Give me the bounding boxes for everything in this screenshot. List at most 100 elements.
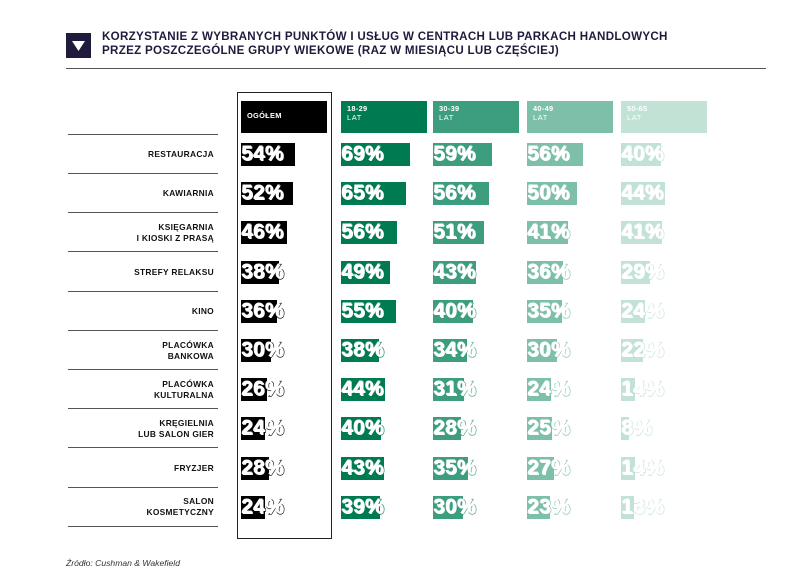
value-label: 26% [241, 378, 285, 402]
row-label-line: KAWIARNIA [162, 188, 214, 199]
value-label: 40% [433, 299, 477, 323]
row-label: KRĘGIELNIA LUB SALON GIER [68, 418, 214, 440]
row-label: RESTAURACJA [68, 149, 214, 160]
value-label: 39% [341, 495, 385, 519]
value-label: 23% [527, 495, 571, 519]
value-bar [621, 182, 665, 206]
value-label: 24% [241, 417, 285, 441]
chart-header: KORZYSTANIE Z WYBRANYCH PUNKTÓW I USŁUG … [66, 28, 766, 69]
chart-title-line1: KORZYSTANIE Z WYBRANYCH PUNKTÓW I USŁUG … [102, 30, 668, 43]
row-separator [68, 251, 218, 253]
row-separator [68, 212, 218, 214]
row-label: STREFY RELAKSU [68, 267, 214, 278]
value-label: 56% [527, 142, 571, 166]
column-header-label: OGÓŁEM [247, 111, 282, 120]
value-label: 31% [433, 378, 477, 402]
value-label: 55% [341, 299, 385, 323]
value-label: 35% [433, 456, 477, 480]
value-label: 30% [527, 338, 571, 362]
value-bar [527, 417, 552, 441]
chart-title: KORZYSTANIE Z WYBRANYCH PUNKTÓW I USŁUG … [102, 30, 668, 58]
row-label-line: PLACÓWKA [162, 378, 214, 389]
row-label: KAWIARNIA [68, 188, 214, 199]
value-bar [241, 221, 287, 245]
value-bar [433, 182, 489, 206]
value-label: 44% [341, 378, 385, 402]
row-separator [68, 486, 218, 488]
value-label: 51% [433, 221, 477, 245]
value-bar [241, 260, 279, 284]
value-bar [241, 417, 265, 441]
value-label: 34% [433, 338, 477, 362]
value-bar [433, 143, 492, 166]
value-bar [241, 456, 269, 480]
row-label-line: KULTURALNA [153, 389, 214, 400]
value-bar [621, 299, 645, 323]
column-header-total: OGÓŁEM [241, 101, 327, 133]
column-header-label: 50-65 [627, 104, 648, 113]
column-header-sublabel: LAT [533, 112, 548, 122]
value-label: 35% [527, 299, 571, 323]
row-label: PLACÓWKA BANKOWA [68, 340, 214, 362]
value-label: 14% [621, 378, 665, 402]
value-bar [621, 260, 650, 284]
value-label: 43% [341, 456, 385, 480]
value-label: 44% [621, 182, 665, 206]
row-label: KINO [68, 306, 214, 317]
value-label: 29% [621, 260, 665, 284]
value-label: 69% [341, 142, 385, 166]
value-label: 52% [241, 182, 285, 206]
value-bar [527, 495, 550, 519]
row-label-line: LUB SALON GIER [138, 428, 214, 439]
row-label-line: KINO [191, 305, 214, 316]
value-bar [527, 143, 583, 166]
value-label: 36% [527, 260, 571, 284]
row-label-line: FRYZJER [174, 462, 214, 473]
triangle-down-icon [66, 33, 91, 58]
row-separator [68, 329, 218, 331]
column-header-label: 40-49 [533, 104, 554, 113]
row-label-line: RESTAURACJA [148, 149, 214, 159]
value-bar [341, 299, 396, 323]
total-column-frame [237, 92, 332, 539]
value-label: 40% [341, 417, 385, 441]
value-bar [341, 456, 384, 480]
value-label: 24% [241, 495, 285, 519]
value-bar [527, 260, 563, 284]
value-bar [341, 339, 379, 362]
source-note: Źródło: Cushman & Wakefield [66, 558, 180, 568]
value-label: 43% [433, 260, 477, 284]
value-bar [433, 221, 484, 245]
value-label: 25% [527, 417, 571, 441]
row-label-line: I KIOSKI Z PRASĄ [136, 232, 214, 243]
value-bar [241, 143, 295, 166]
value-bar [341, 221, 397, 245]
value-bar [433, 299, 473, 323]
value-bar [433, 378, 464, 402]
value-bar [527, 221, 568, 245]
row-separator [68, 134, 218, 135]
value-label: 38% [241, 260, 285, 284]
value-bar [433, 495, 463, 519]
column-header-sublabel: LAT [439, 112, 454, 122]
row-label-line: BANKOWA [167, 350, 214, 361]
value-label: 30% [433, 495, 477, 519]
column-header-sublabel: LAT [627, 112, 642, 122]
value-label: 24% [621, 299, 665, 323]
value-bar [621, 417, 629, 441]
value-label: 24% [527, 378, 571, 402]
value-label: 30% [241, 338, 285, 362]
value-label: 41% [527, 221, 571, 245]
row-label-line: KSIĘGARNIA [158, 221, 214, 232]
value-bar [621, 378, 635, 402]
value-label: 14% [621, 456, 665, 480]
value-bar [433, 417, 461, 441]
row-label-line: PLACÓWKA [162, 339, 214, 350]
chart-title-line2: PRZEZ POSZCZEGÓLNE GRUPY WIEKOWE (RAZ W … [102, 44, 560, 57]
row-separator [68, 173, 218, 174]
value-bar [621, 339, 643, 362]
row-separator [68, 290, 218, 292]
value-label: 41% [621, 221, 665, 245]
value-label: 56% [341, 221, 385, 245]
value-bar [241, 378, 267, 402]
